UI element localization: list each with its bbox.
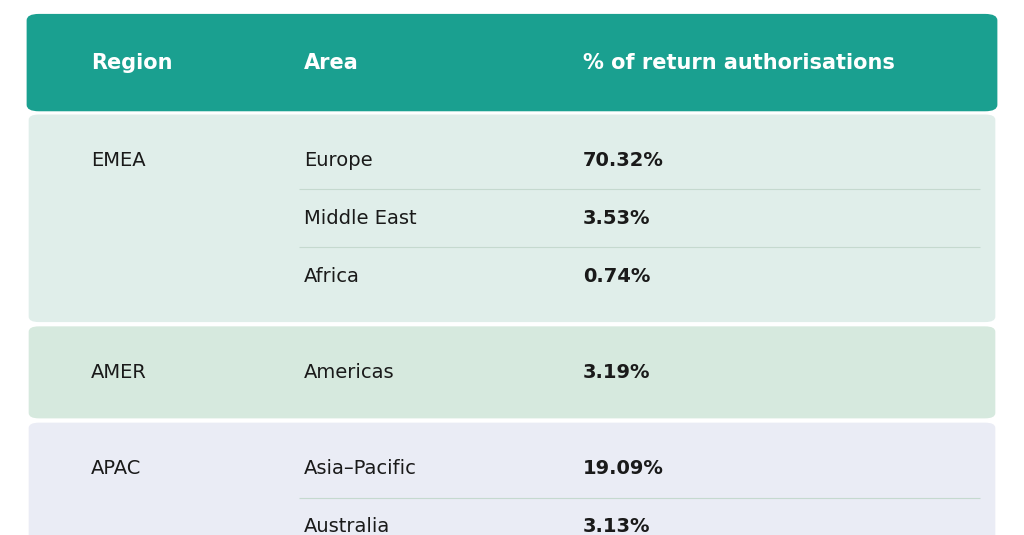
FancyBboxPatch shape xyxy=(29,326,995,418)
FancyBboxPatch shape xyxy=(29,423,995,535)
Text: 0.74%: 0.74% xyxy=(583,266,650,286)
Text: 3.53%: 3.53% xyxy=(583,209,650,228)
Text: 3.19%: 3.19% xyxy=(583,363,650,382)
Text: % of return authorisations: % of return authorisations xyxy=(583,52,895,73)
Text: EMEA: EMEA xyxy=(91,151,145,170)
Text: Area: Area xyxy=(304,52,358,73)
Text: 70.32%: 70.32% xyxy=(583,151,664,170)
Text: Region: Region xyxy=(91,52,172,73)
Text: 3.13%: 3.13% xyxy=(583,517,650,535)
Text: Africa: Africa xyxy=(304,266,359,286)
Text: AMER: AMER xyxy=(91,363,146,382)
Text: Middle East: Middle East xyxy=(304,209,417,228)
Text: 19.09%: 19.09% xyxy=(583,459,664,478)
FancyBboxPatch shape xyxy=(29,114,995,322)
Text: Europe: Europe xyxy=(304,151,373,170)
Text: Americas: Americas xyxy=(304,363,394,382)
FancyBboxPatch shape xyxy=(27,14,997,111)
Text: Australia: Australia xyxy=(304,517,390,535)
Text: APAC: APAC xyxy=(91,459,141,478)
Text: Asia–Pacific: Asia–Pacific xyxy=(304,459,417,478)
